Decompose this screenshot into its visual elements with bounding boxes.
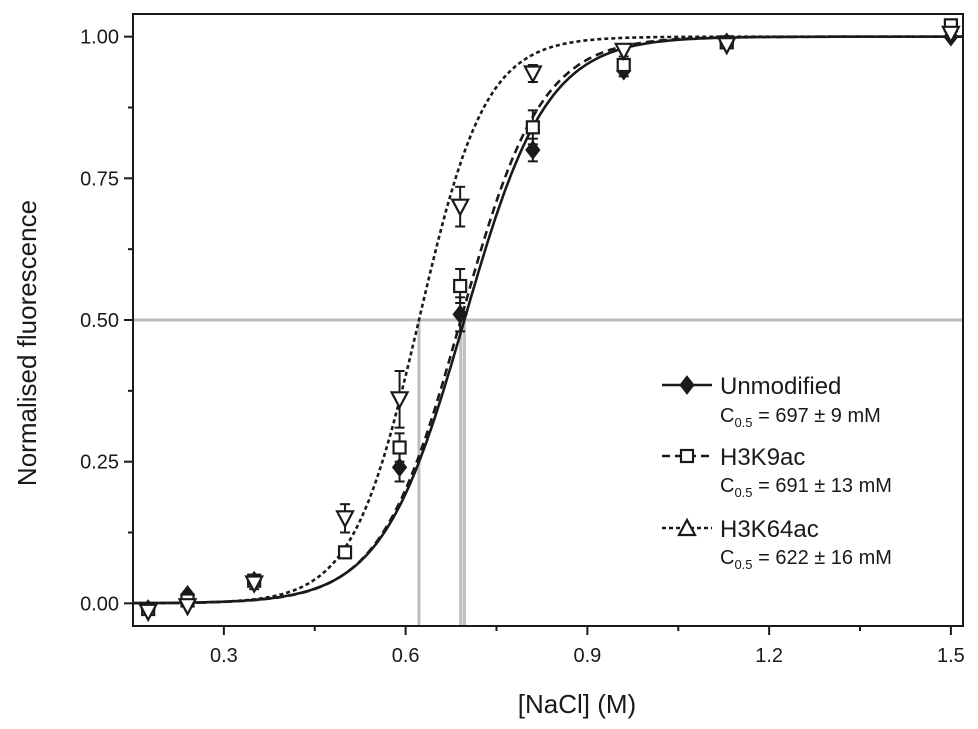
legend-item-h3k64ac: H3K64ac C0.5 = 622 ± 16 mM <box>662 516 892 572</box>
data-point-h3k64ac <box>138 603 158 623</box>
fit-curve-h3k9ac <box>133 35 963 605</box>
data-point-h3k64ac <box>177 598 198 617</box>
legend-fit-unmodified: C0.5 = 697 ± 9 mM <box>720 405 881 430</box>
x-tick-label: 1.5 <box>937 645 965 667</box>
data-point-h3k9ac <box>453 278 468 294</box>
data-point-h3k9ac <box>337 545 353 560</box>
data-point-unmodified <box>525 140 541 160</box>
data-point-unmodified <box>452 304 468 325</box>
legend: Unmodified C0.5 = 697 ± 9 mM H3K9ac C0.5… <box>662 373 892 572</box>
data-point-h3k9ac <box>525 120 540 135</box>
legend-sample-h3k9ac <box>662 448 712 464</box>
data-point-h3k64ac <box>389 391 410 410</box>
data-point-h3k64ac <box>523 65 543 84</box>
y-tick-label: 0.00 <box>80 593 119 615</box>
legend-sample-unmodified <box>662 375 712 395</box>
error-bars <box>249 18 956 591</box>
legend-fit-h3k9ac: C0.5 = 691 ± 13 mM <box>720 475 892 500</box>
y-tick-label: 1.00 <box>80 27 119 49</box>
y-tick-label: 0.25 <box>80 452 119 474</box>
fit-curves <box>132 35 963 605</box>
data-point-h3k64ac <box>450 198 470 218</box>
x-tick-label: 0.6 <box>392 645 420 667</box>
y-tick-label: 0.75 <box>80 168 119 190</box>
data-point-h3k64ac <box>941 25 961 45</box>
fit-curve-h3k64ac <box>133 35 963 605</box>
data-point-h3k64ac <box>335 510 355 529</box>
data-markers <box>138 18 961 623</box>
data-point-h3k64ac <box>613 42 634 62</box>
x-tick-label: 0.9 <box>573 645 601 667</box>
legend-label-h3k64ac: H3K64ac <box>720 516 819 543</box>
data-point-h3k64ac <box>244 575 265 594</box>
y-tick-label: 0.50 <box>80 310 119 332</box>
tick-labels: 0.3 0.6 0.9 1.2 1.5 0.00 0.25 0.50 0.75 1.00 <box>80 27 965 667</box>
legend-sample-h3k64ac <box>662 517 712 537</box>
y-axis-label: Normalised fluorescence <box>12 200 42 486</box>
legend-fit-h3k64ac: C0.5 = 622 ± 16 mM <box>720 547 892 572</box>
legend-item-unmodified: Unmodified C0.5 = 697 ± 9 mM <box>662 373 881 430</box>
axis-ticks <box>124 35 952 635</box>
legend-marker-unmodified <box>679 375 695 395</box>
legend-label-h3k9ac: H3K9ac <box>720 444 805 471</box>
reference-lines <box>133 318 963 626</box>
legend-label-unmodified: Unmodified <box>720 373 841 400</box>
legend-marker-h3k64ac <box>677 517 697 537</box>
legend-marker-h3k9ac <box>679 448 695 464</box>
x-axis-label: [NaCl] (M) <box>518 689 636 719</box>
data-point-unmodified <box>391 457 408 478</box>
data-point-h3k64ac <box>716 37 737 56</box>
legend-item-h3k9ac: H3K9ac C0.5 = 691 ± 13 mM <box>662 444 892 500</box>
x-tick-label: 0.3 <box>210 645 238 667</box>
data-point-h3k9ac <box>392 440 407 455</box>
x-tick-label: 1.2 <box>755 645 783 667</box>
